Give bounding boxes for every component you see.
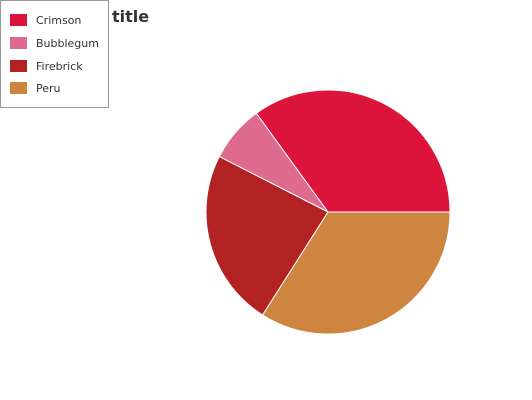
legend-item-peru: Peru [10, 82, 61, 95]
legend-swatch-firebrick [10, 60, 27, 72]
legend-swatch-bubblegum [10, 37, 27, 49]
pie-slice-crimson [255, 89, 451, 213]
legend-label-bubblegum: Bubblegum [36, 37, 99, 50]
legend-swatch-crimson [10, 14, 27, 26]
legend-label-peru: Peru [36, 82, 61, 95]
legend-label-firebrick: Firebrick [36, 60, 83, 73]
legend-item-bubblegum: Bubblegum [10, 37, 99, 50]
chart-title: title [112, 7, 149, 26]
pie-slice-peru [261, 211, 451, 335]
legend-label-crimson: Crimson [36, 14, 81, 27]
legend-swatch-peru [10, 82, 27, 94]
legend: Crimson Bubblegum Firebrick Peru [0, 0, 109, 108]
pie-slices [205, 89, 451, 335]
legend-item-crimson: Crimson [10, 14, 81, 27]
pie-slice-firebrick [205, 155, 329, 316]
legend-item-firebrick: Firebrick [10, 60, 83, 73]
